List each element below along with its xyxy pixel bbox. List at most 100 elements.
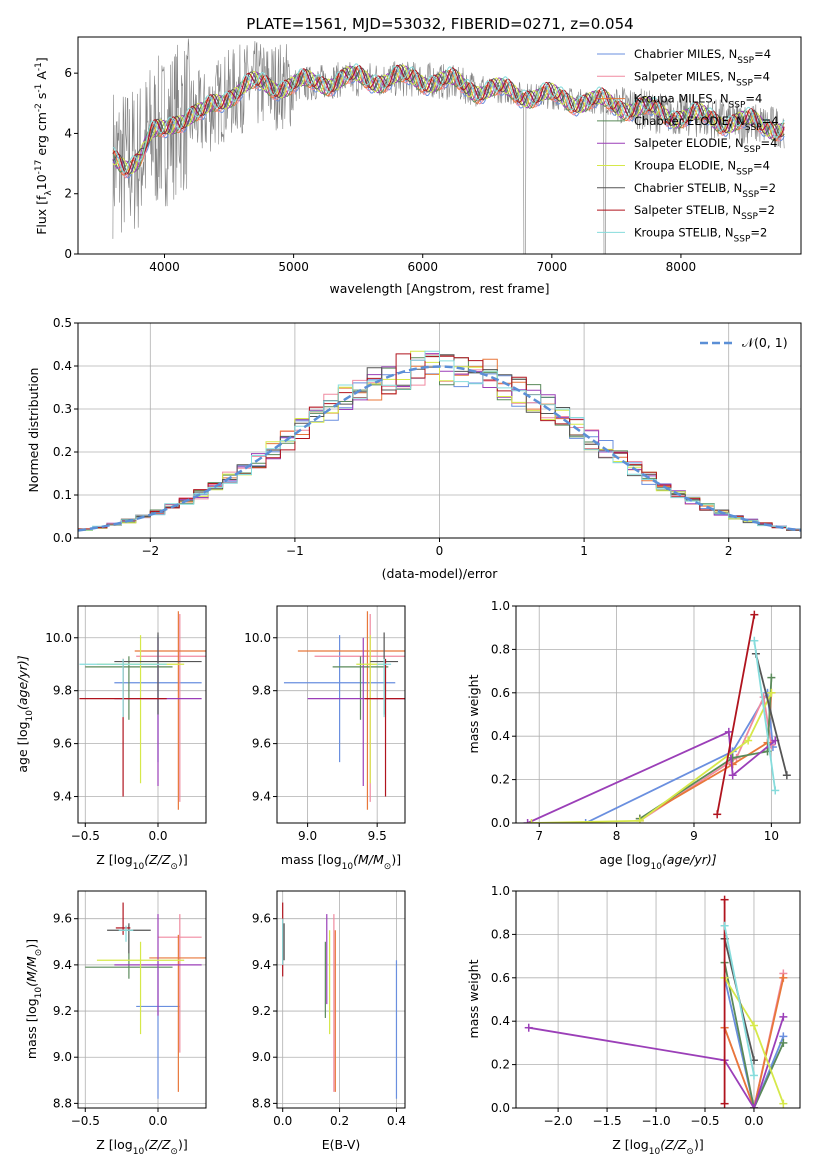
legend-label: Salpeter STELIB, NSSP=2 (634, 203, 775, 222)
y-tick-label: 0.4 (491, 729, 510, 743)
series-line (585, 689, 774, 823)
y-tick-label: 9.6 (53, 737, 72, 751)
plot-area-age_vs_Z (79, 611, 206, 810)
x-axis-label: mass [log10(M/M⊙)] (281, 852, 401, 872)
y-axis-label: mass weight (466, 674, 481, 753)
y-tick-label: 9.6 (252, 912, 271, 926)
axes-weight_vs_Z: −2.0 −1.5 −1.0 −0.5 0.0 0.0 0.2 0.4 0.6 0.8 1.0 Z [… (466, 884, 801, 1157)
plot-area-spectrum (112, 38, 785, 254)
x-tick-label: −1.5 (593, 1114, 622, 1128)
axes-age_vs_Z: −0.5 0.0 9.4 9.6 9.8 10.0 Z [log10(Z/Z⊙)] age [… (15, 605, 207, 872)
model-spectrum (112, 64, 785, 174)
x-tick-label: 6000 (407, 260, 438, 274)
series-line (639, 693, 773, 822)
x-axis-label: Z [log10(Z/Z⊙)] (96, 852, 187, 872)
series-line (755, 653, 788, 776)
axes-frame (515, 890, 801, 1109)
y-tick-label: 0.8 (491, 642, 510, 656)
x-tick-label: 9.0 (298, 829, 317, 843)
series-line (723, 977, 785, 1108)
legend-label: Chabrier MILES, NSSP=4 (634, 47, 771, 66)
model-spectrum (112, 63, 785, 173)
axes-mass_vs_Z: −0.5 0.0 8.8 9.0 9.2 9.4 9.6 Z [log10(Z/Z⊙)] mas… (24, 890, 207, 1157)
legend-label: Salpeter ELODIE, NSSP=4 (634, 136, 777, 155)
series-line (723, 977, 785, 1108)
legend-label: Kroupa MILES, NSSP=4 (634, 92, 762, 111)
y-axis-label: Flux [fλ10-17 erg cm-2 s-1 A-1] (34, 57, 54, 235)
y-tick-label: 8.8 (252, 1096, 271, 1110)
histogram-step (78, 350, 801, 531)
x-tick-label: 9.5 (368, 829, 387, 843)
y-tick-label: 0.0 (53, 531, 72, 545)
y-tick-label: 0.6 (491, 971, 510, 985)
series-line (639, 677, 773, 820)
x-tick-label: −1.0 (641, 1114, 670, 1128)
series-line (723, 925, 755, 1076)
y-tick-label: 10.0 (45, 631, 72, 645)
y-tick-label: 2 (64, 187, 72, 201)
y-tick-label: 9.4 (252, 958, 271, 972)
y-tick-label: 0.1 (53, 488, 72, 502)
y-tick-label: 0.2 (53, 445, 72, 459)
x-tick-label: −2.0 (544, 1114, 573, 1128)
plot-area-mass_vs_Z (85, 902, 206, 1099)
plot-area-weight_vs_Z (524, 895, 788, 1108)
x-tick-label: 8 (613, 829, 621, 843)
y-tick-label: 0.5 (53, 316, 72, 330)
plot-area-age_vs_mass (283, 611, 405, 810)
x-tick-label: 2 (725, 544, 733, 558)
y-tick-label: 0.2 (491, 1058, 510, 1072)
y-tick-label: 0.6 (491, 686, 510, 700)
series-line (531, 692, 773, 823)
x-tick-label: 0.2 (330, 1114, 349, 1128)
axes-frame (77, 36, 802, 255)
x-tick-label: 7000 (537, 260, 568, 274)
histogram-step (78, 350, 801, 531)
x-axis-label: wavelength [Angstrom, rest frame] (329, 281, 549, 296)
y-axis-label: Normed distribution (26, 368, 41, 493)
y-tick-label: 4 (64, 126, 72, 140)
y-tick-label: 0.4 (491, 1014, 510, 1028)
x-axis-label: (data-model)/error (382, 566, 499, 581)
y-tick-label: 9.8 (53, 684, 72, 698)
y-axis-label: mass weight (466, 959, 481, 1038)
axes-mass_vs_ebv: 0.0 0.2 0.4 8.8 9.0 9.2 9.4 9.6 E(B-V) (252, 890, 406, 1152)
model-spectrum (112, 68, 785, 179)
x-axis-label: E(B-V) (322, 1137, 361, 1152)
y-tick-label: 1.0 (491, 599, 510, 613)
x-tick-label: 0.0 (273, 1114, 292, 1128)
axes-frame (77, 890, 207, 1109)
axes-residuals: −2 −1 0 1 2 0.0 0.1 0.2 0.3 0.4 0.5 𝒩(0, 1) (data-mo… (26, 316, 802, 581)
plot-area-weight_vs_age (523, 610, 791, 823)
y-tick-label: 1.0 (491, 884, 510, 898)
x-tick-label: 4000 (149, 260, 180, 274)
legend-label: 𝒩(0, 1) (742, 335, 788, 350)
y-tick-label: 9.6 (53, 912, 72, 926)
y-tick-label: 0 (64, 247, 72, 261)
x-axis-label: Z [log10(Z/Z⊙)] (612, 1137, 703, 1157)
axes-spectrum: 4000 5000 6000 7000 8000 0 2 4 6 Chabrier MILES, … (34, 36, 802, 296)
x-tick-label: −0.5 (71, 829, 100, 843)
x-tick-label: 5000 (278, 260, 309, 274)
y-tick-label: 9.8 (252, 684, 271, 698)
x-axis-label: age [log10(age/yr)] (599, 852, 716, 872)
series-line (639, 692, 773, 820)
y-tick-label: 0.4 (53, 359, 72, 373)
x-tick-label: −0.5 (71, 1114, 100, 1128)
legend-label: Chabrier ELODIE, NSSP=4 (634, 114, 779, 133)
x-tick-label: 8000 (666, 260, 697, 274)
y-tick-label: 0.0 (491, 816, 510, 830)
legend-label: Kroupa STELIB, NSSP=2 (634, 225, 767, 244)
axes-frame (515, 605, 801, 824)
gaussian-curve (78, 365, 801, 532)
y-tick-label: 0.0 (491, 1101, 510, 1115)
plot-area-mass_vs_ebv (282, 902, 398, 1099)
y-tick-label: 9.6 (252, 737, 271, 751)
axes-frame (276, 605, 406, 824)
series-line (753, 640, 777, 791)
x-tick-label: 10 (764, 829, 779, 843)
y-tick-label: 9.4 (53, 958, 72, 972)
model-spectrum (112, 65, 785, 173)
x-tick-label: 7 (535, 829, 543, 843)
y-tick-label: 9.2 (53, 1004, 72, 1018)
